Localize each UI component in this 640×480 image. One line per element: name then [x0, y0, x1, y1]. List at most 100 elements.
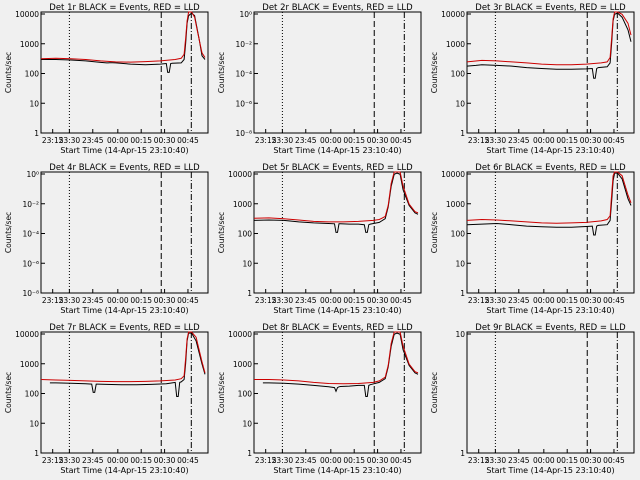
x-axis-label: Start Time (14-Apr-15 23:10:40) [273, 306, 401, 315]
x-tick-label: 00:45 [390, 136, 412, 145]
y-tick-label: 10 [242, 419, 252, 428]
x-tick-label: 23:45 [508, 136, 530, 145]
y-tick-label: 1000 [446, 40, 465, 49]
x-tick-label: 00:30 [154, 136, 176, 145]
x-axis-label: Start Time (14-Apr-15 23:10:40) [273, 466, 401, 475]
series-line-lld [466, 11, 632, 66]
y-tick-label: 1 [460, 449, 465, 458]
chart-panel-7: Det 7r BLACK = Events, RED = LLD23:1523:… [4, 323, 209, 475]
series-line-events [253, 172, 419, 233]
x-tick-label: 00:45 [177, 136, 199, 145]
x-tick-label: 23:30 [485, 456, 507, 465]
x-axis-label: Start Time (14-Apr-15 23:10:40) [60, 306, 188, 315]
y-tick-label: 10⁻² [235, 40, 252, 49]
x-tick-label: 00:00 [533, 456, 555, 465]
x-tick-label: 23:15 [42, 456, 64, 465]
x-tick-label: 23:15 [468, 456, 490, 465]
x-axis-label: Start Time (14-Apr-15 23:10:40) [60, 466, 188, 475]
series-line-lld [40, 11, 206, 63]
y-tick-label: 10⁻⁶ [22, 259, 39, 268]
x-tick-label: 00:15 [130, 296, 152, 305]
x-tick-label: 23:30 [272, 136, 294, 145]
y-tick-label: 100 [238, 390, 253, 399]
x-tick-label: 23:45 [82, 296, 104, 305]
plot-frame [253, 11, 422, 134]
x-tick-label: 00:15 [556, 136, 578, 145]
x-tick-label: 00:00 [320, 296, 342, 305]
series-line-events [466, 12, 632, 79]
x-tick-label: 00:45 [177, 296, 199, 305]
x-tick-label: 00:15 [343, 296, 365, 305]
y-tick-label: 1 [460, 289, 465, 298]
y-axis-label: Counts/sec [217, 212, 226, 253]
series-line-events [262, 332, 419, 397]
y-axis-label: Counts/sec [217, 52, 226, 93]
x-tick-label: 23:15 [255, 456, 277, 465]
chart-title: Det 6r BLACK = Events, RED = LLD [475, 163, 626, 173]
y-tick-label: 10⁻⁴ [22, 230, 39, 239]
plot-frame [466, 11, 635, 134]
x-tick-label: 00:00 [320, 136, 342, 145]
x-tick-label: 23:45 [82, 456, 104, 465]
y-tick-label: 100 [25, 390, 40, 399]
plot-frame [40, 11, 209, 134]
x-axis-label: Start Time (14-Apr-15 23:10:40) [486, 146, 614, 155]
plot-frame [466, 331, 635, 454]
y-tick-label: 1000 [233, 200, 252, 209]
x-tick-label: 23:15 [255, 296, 277, 305]
y-tick-label: 10000 [228, 170, 252, 179]
y-tick-label: 10⁰ [26, 170, 39, 179]
y-tick-label: 1 [247, 449, 252, 458]
y-tick-label: 10⁻⁶ [235, 99, 252, 108]
x-tick-label: 00:30 [580, 296, 602, 305]
chart-title: Det 2r BLACK = Events, RED = LLD [262, 3, 413, 13]
x-tick-label: 00:30 [367, 456, 389, 465]
y-tick-label: 10 [455, 99, 465, 108]
series-line-lld [466, 171, 632, 224]
y-tick-label: 100 [238, 230, 253, 239]
x-tick-label: 23:30 [272, 296, 294, 305]
y-axis-label: Counts/sec [4, 212, 13, 253]
chart-panel-3: Det 3r BLACK = Events, RED = LLD23:1523:… [430, 3, 635, 155]
y-tick-label: 1 [34, 129, 39, 138]
x-tick-label: 00:00 [107, 136, 129, 145]
chart-panel-6: Det 6r BLACK = Events, RED = LLD 23:1523:… [430, 163, 635, 315]
y-tick-label: 10000 [15, 330, 39, 339]
series-line-lld [253, 171, 419, 223]
chart-title: Det 3r BLACK = Events, RED = LLD [475, 3, 626, 13]
y-axis-label: Counts/sec [430, 212, 439, 253]
series-line-lld [254, 331, 419, 385]
x-tick-label: 23:45 [508, 456, 530, 465]
chart-title: Det 1r BLACK = Events, RED = LLD [49, 3, 200, 13]
x-tick-label: 00:30 [367, 296, 389, 305]
x-tick-label: 23:30 [272, 456, 294, 465]
y-axis-label: Counts/sec [4, 52, 13, 93]
chart-panel-9: Det 9r BLACK = Events, RED = LLD23:1523:… [430, 323, 635, 475]
x-tick-label: 23:15 [468, 296, 490, 305]
plot-frame [40, 331, 209, 454]
x-tick-label: 00:15 [130, 456, 152, 465]
x-tick-label: 00:45 [177, 456, 199, 465]
x-tick-label: 00:00 [107, 456, 129, 465]
y-tick-label: 1 [34, 449, 39, 458]
x-tick-label: 00:45 [603, 296, 625, 305]
x-tick-label: 23:30 [485, 136, 507, 145]
y-tick-label: 1 [460, 129, 465, 138]
x-axis-label: Start Time (14-Apr-15 23:10:40) [60, 146, 188, 155]
y-tick-label: 10 [242, 259, 252, 268]
plot-frame [40, 171, 209, 294]
y-tick-label: 10 [455, 330, 465, 339]
y-tick-label: 10 [29, 99, 39, 108]
y-tick-label: 10⁻² [22, 200, 39, 209]
x-tick-label: 23:30 [485, 296, 507, 305]
y-axis-label: Counts/sec [430, 52, 439, 93]
y-tick-label: 10⁻⁸ [22, 289, 39, 298]
series-line-events [49, 332, 206, 397]
x-tick-label: 23:45 [295, 456, 317, 465]
y-tick-label: 1000 [20, 40, 39, 49]
x-tick-label: 00:30 [580, 136, 602, 145]
x-tick-label: 00:15 [343, 456, 365, 465]
y-tick-label: 10000 [228, 330, 252, 339]
chart-panel-8: Det 8r BLACK = Events, RED = LLD23:1523:… [217, 323, 422, 475]
